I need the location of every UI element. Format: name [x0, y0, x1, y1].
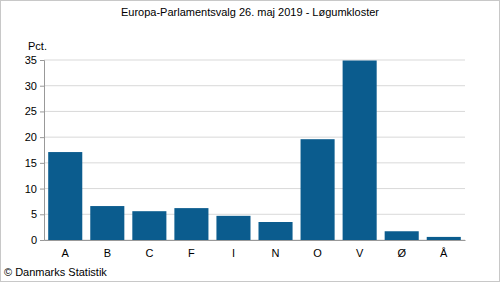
x-tick: C	[145, 240, 153, 259]
x-tick: F	[188, 240, 195, 259]
y-axis-title: Pct.	[28, 40, 47, 52]
bar	[132, 211, 166, 240]
y-tick-label: 35	[25, 54, 37, 66]
x-tick: Ø	[397, 240, 406, 259]
y-tick: 5	[31, 208, 44, 220]
grid	[44, 60, 465, 240]
title: Europa-Parlamentsvalg 26. maj 2019 - Løg…	[121, 6, 379, 18]
x-tick: V	[356, 240, 364, 259]
y-tick-mark	[40, 214, 44, 215]
bar	[216, 216, 250, 240]
y-tick-mark	[40, 60, 44, 61]
x-tick-label: Å	[440, 247, 448, 259]
source: © Danmarks Statistik	[4, 266, 107, 278]
y-tick-label: 25	[25, 105, 37, 117]
bar	[385, 231, 419, 240]
bar	[48, 152, 82, 240]
x-tick-label: V	[356, 247, 364, 259]
y-axis: 0 5 10 15 20 25 30 35	[25, 54, 45, 246]
y-tick-label: 30	[25, 80, 37, 92]
bar	[90, 206, 124, 240]
y-tick-label: 5	[31, 208, 37, 220]
x-tick: N	[272, 240, 280, 259]
x-axis-line	[45, 240, 466, 241]
x-tick: I	[232, 240, 235, 259]
frame	[1, 1, 500, 282]
y-tick: 10	[25, 183, 44, 195]
x-tick-label: O	[313, 247, 322, 259]
grid-line	[44, 188, 465, 189]
x-tick-label: A	[62, 247, 70, 259]
y-tick-mark	[40, 137, 44, 138]
x-tick-label: N	[272, 247, 280, 259]
bar	[301, 139, 335, 240]
bar	[427, 237, 461, 240]
y-tick: 25	[25, 105, 44, 117]
x-tick-label: F	[188, 247, 195, 259]
grid-line	[44, 162, 465, 163]
y-tick-label: 20	[25, 131, 37, 143]
x-tick-label: B	[104, 247, 111, 259]
grid-line	[44, 60, 465, 61]
y-tick: 30	[25, 80, 44, 92]
y-tick: 15	[25, 157, 44, 169]
x-tick-label: I	[232, 247, 235, 259]
y-tick: 35	[25, 54, 44, 66]
bar	[343, 61, 377, 240]
grid-line	[44, 111, 465, 112]
y-tick-label: 10	[25, 183, 37, 195]
y-tick: 0	[31, 234, 44, 246]
chart: Europa-Parlamentsvalg 26. maj 2019 - Løg…	[0, 0, 500, 282]
y-tick-label: 0	[31, 234, 37, 246]
x-tick-label: C	[145, 247, 153, 259]
y-tick-mark	[40, 86, 44, 87]
grid-line	[44, 85, 465, 86]
x-axis: ABCFINOVØÅ	[45, 240, 466, 259]
x-tick: B	[104, 240, 111, 259]
bar	[174, 208, 208, 240]
y-tick-mark	[40, 240, 44, 241]
y-tick-mark	[40, 111, 44, 112]
y-tick-label: 15	[25, 157, 37, 169]
x-tick-label: Ø	[397, 247, 406, 259]
y-tick: 20	[25, 131, 44, 143]
bars	[48, 61, 461, 240]
y-axis-line	[40, 61, 45, 241]
x-tick: Å	[440, 240, 448, 259]
bar	[258, 222, 292, 240]
x-tick: O	[313, 240, 322, 259]
y-tick-mark	[40, 189, 44, 190]
y-tick-mark	[40, 163, 44, 164]
x-tick: A	[62, 240, 70, 259]
grid-line	[44, 137, 465, 138]
